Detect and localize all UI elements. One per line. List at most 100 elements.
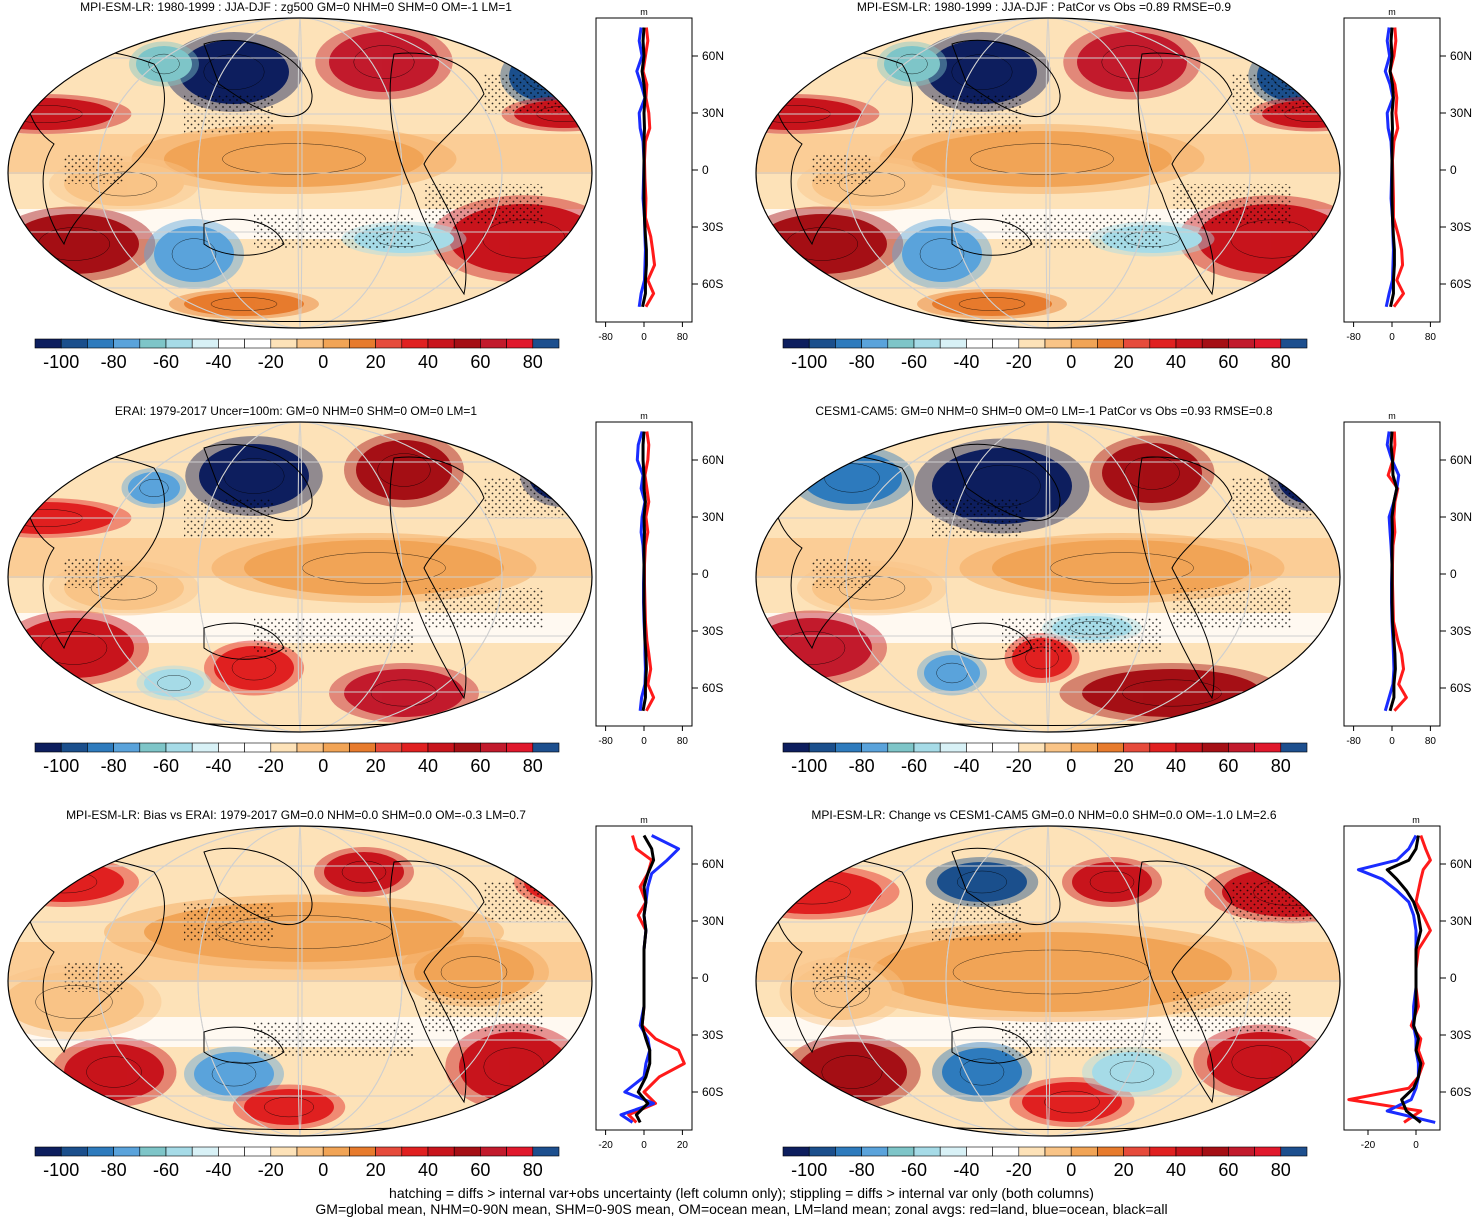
colorbar-swatch: [1149, 1146, 1177, 1157]
colorbar-swatch: [939, 1146, 967, 1157]
colorbar-tick-label: -20: [1006, 756, 1032, 776]
colorbar-tick-label: 0: [318, 352, 328, 372]
colorbar-tick-label: -40: [953, 352, 979, 372]
colorbar-tick-label: -60: [901, 756, 927, 776]
colorbar-tick-label: 0: [1066, 1160, 1076, 1180]
colorbar-swatch: [1044, 1146, 1072, 1157]
x-tick-label: -20: [598, 1140, 613, 1151]
colorbar-tick-label: 0: [1066, 756, 1076, 776]
lat-tick-label: 60S: [1450, 277, 1471, 291]
all-zonal-line: [1385, 835, 1423, 1124]
colorbar-tick-label: -20: [258, 352, 284, 372]
colorbar: -100-80-60-40-20020406080100: [782, 338, 1308, 372]
colorbar-swatch: [401, 338, 429, 349]
colorbar-swatch: [887, 742, 915, 753]
colorbar-swatch: [427, 742, 455, 753]
robinson-map: [755, 825, 1341, 1137]
lat-tick-label: 60N: [702, 49, 724, 63]
colorbar: -100-80-60-40-20020406080100: [782, 742, 1308, 776]
lat-tick-label: 0: [1450, 163, 1457, 177]
x-tick-label: 80: [1425, 736, 1437, 747]
zonal-unit-label: m: [1388, 411, 1396, 421]
colorbar-tick-label: -100: [791, 1160, 827, 1180]
colorbar-swatch: [113, 1146, 141, 1157]
panel-title: MPI-ESM-LR: 1980-1999 : JJA-DJF : zg500 …: [80, 0, 512, 14]
colorbar-swatch: [939, 742, 967, 753]
colorbar-swatch: [1175, 742, 1203, 753]
colorbar-tick-label: 20: [366, 1160, 386, 1180]
colorbar-swatch: [913, 742, 941, 753]
colorbar-swatch: [966, 338, 993, 349]
colorbar-tick-label: -100: [43, 756, 79, 776]
colorbar-tick-label: -40: [205, 1160, 231, 1180]
x-tick-label: 0: [641, 736, 647, 747]
colorbar-swatch: [1123, 742, 1151, 753]
colorbar-tick-label: -100: [791, 352, 827, 372]
panel-1: MPI-ESM-LR: 1980-1999 : JJA-DJF : zg500 …: [0, 0, 740, 400]
lat-tick-label: 30S: [702, 624, 723, 638]
lat-tick-label: 0: [1450, 971, 1457, 985]
colorbar-tick-label: 60: [1218, 756, 1238, 776]
x-tick-label: 80: [677, 736, 689, 747]
colorbar-tick-label: -100: [791, 756, 827, 776]
zonal-unit-label: m: [640, 815, 648, 825]
colorbar-swatch: [861, 338, 889, 349]
colorbar-swatch: [808, 742, 836, 753]
colorbar: -100-80-60-40-20020406080100: [34, 742, 560, 776]
colorbar-swatch: [218, 1146, 245, 1157]
colorbar-tick-label: 80: [1271, 1160, 1291, 1180]
lat-tick-label: 0: [702, 163, 709, 177]
colorbar-tick-label: 40: [1166, 756, 1186, 776]
colorbar-swatch: [139, 1146, 167, 1157]
colorbar-tick-label: -60: [153, 756, 179, 776]
robinson-map: [7, 421, 593, 733]
panel-title: MPI-ESM-LR: Bias vs ERAI: 1979-2017 GM=0…: [66, 808, 526, 822]
colorbar-tick-label: 0: [318, 756, 328, 776]
colorbar-swatch: [506, 1146, 534, 1157]
lat-tick-label: 60S: [702, 1085, 723, 1099]
panel-title: ERAI: 1979-2017 Uncer=100m: GM=0 NHM=0 S…: [114, 404, 478, 418]
lat-tick-label: 30N: [1450, 106, 1472, 120]
colorbar-swatch: [60, 338, 88, 349]
colorbar-tick-label: 80: [523, 352, 543, 372]
x-tick-label: 0: [1389, 736, 1395, 747]
lat-tick-label: 60N: [702, 857, 724, 871]
colorbar-tick-label: 20: [366, 756, 386, 776]
colorbar-tick-label: 60: [470, 1160, 490, 1180]
lat-tick-label: 30N: [702, 510, 724, 524]
colorbar-swatch: [1254, 338, 1282, 349]
colorbar-swatch: [1228, 1146, 1255, 1157]
colorbar-swatch: [887, 1146, 915, 1157]
colorbar-swatch: [1070, 338, 1098, 349]
colorbar-swatch: [87, 1146, 114, 1157]
lat-tick-label: 60S: [1450, 681, 1471, 695]
colorbar-swatch: [349, 1146, 376, 1157]
all-zonal-line: [1388, 431, 1399, 712]
colorbar-swatch: [1097, 338, 1124, 349]
colorbar-swatch: [532, 742, 560, 753]
zonal-average-plot: m 60N 30N 0 30S 60S -80 0 80: [1343, 411, 1472, 747]
colorbar-swatch: [1175, 338, 1203, 349]
colorbar-swatch: [375, 338, 403, 349]
all-zonal-line: [1388, 27, 1396, 308]
footer-note-2: GM=global mean, NHM=0-90N mean, SHM=0-90…: [315, 1201, 1168, 1217]
colorbar-swatch: [1097, 742, 1124, 753]
colorbar-swatch: [913, 1146, 941, 1157]
colorbar-swatch: [1018, 338, 1046, 349]
colorbar-swatch: [87, 338, 114, 349]
colorbar-swatch: [296, 742, 324, 753]
colorbar-swatch: [139, 338, 167, 349]
colorbar-swatch: [992, 338, 1020, 349]
colorbar-swatch: [1201, 338, 1229, 349]
colorbar-swatch: [191, 1146, 219, 1157]
colorbar-swatch: [113, 338, 141, 349]
colorbar-swatch: [322, 742, 350, 753]
colorbar-tick-label: 40: [1166, 352, 1186, 372]
colorbar-tick-label: 20: [1114, 352, 1134, 372]
colorbar-tick-label: 80: [1271, 352, 1291, 372]
robinson-map: [755, 421, 1341, 733]
panel-title: MPI-ESM-LR: Change vs CESM1-CAM5 GM=0.0 …: [811, 808, 1277, 822]
colorbar-tick-label: 40: [418, 352, 438, 372]
colorbar-swatch: [244, 338, 272, 349]
panel-title: CESM1-CAM5: GM=0 NHM=0 SHM=0 OM=0 LM=-1 …: [815, 404, 1273, 418]
